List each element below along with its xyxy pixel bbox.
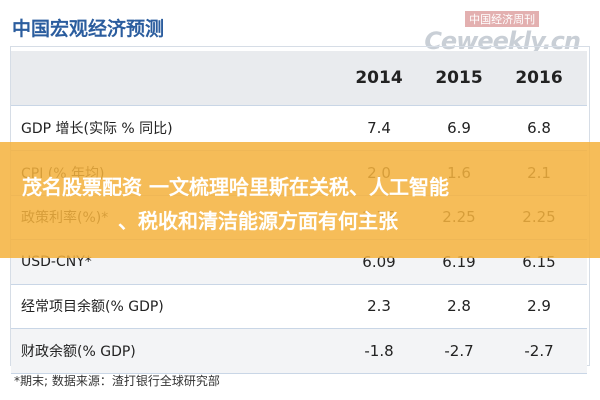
cell: 2.8 — [447, 297, 471, 315]
watermark-cn: 中国经济周刊 — [465, 11, 540, 27]
cell: -1.8 — [364, 341, 394, 360]
cell: 6.9 — [447, 119, 471, 137]
title: 中国宏观经济预测 — [12, 18, 165, 40]
cell: 7.4 — [367, 119, 391, 137]
cell: 2.3 — [367, 297, 391, 315]
header-row: 2014 2015 2016 — [11, 51, 587, 106]
overlay-text: 、税收和清洁能源方面有何主张 — [118, 209, 398, 233]
column-header: 2015 — [435, 68, 483, 88]
column-header: 2016 — [515, 68, 563, 88]
cell: -2.7 — [444, 341, 474, 360]
row-label: 财政余额(% GDP) — [21, 343, 136, 360]
overlay-banner[interactable]: 茂名股票配资 一文梳理哈里斯在关税、人工智能、税收和清洁能源方面有何主张 — [0, 142, 600, 258]
column-header: 2014 — [355, 68, 403, 88]
watermark-en: Ceweekly.cn — [424, 27, 581, 55]
cell: -2.7 — [524, 341, 554, 360]
watermark: 中国经济周刊 Ceweekly.cn — [424, 8, 581, 55]
table-row: 财政余额(% GDP) -1.8 -2.7 -2.7 — [11, 328, 587, 374]
table-row: 经常项目余额(% GDP) 2.3 2.8 2.9 — [11, 284, 587, 329]
row-label: 经常项目余额(% GDP) — [21, 299, 164, 315]
footnote: *期末; 数据来源：渣打银行全球研究部 — [14, 374, 220, 388]
cell: 6.8 — [527, 119, 551, 137]
overlay-text: 茂名股票配资 一文梳理哈里斯在关税、人工智能 — [22, 175, 449, 199]
row-label: GDP 增长(实际 % 同比) — [21, 121, 173, 137]
cell: 2.9 — [527, 297, 551, 315]
